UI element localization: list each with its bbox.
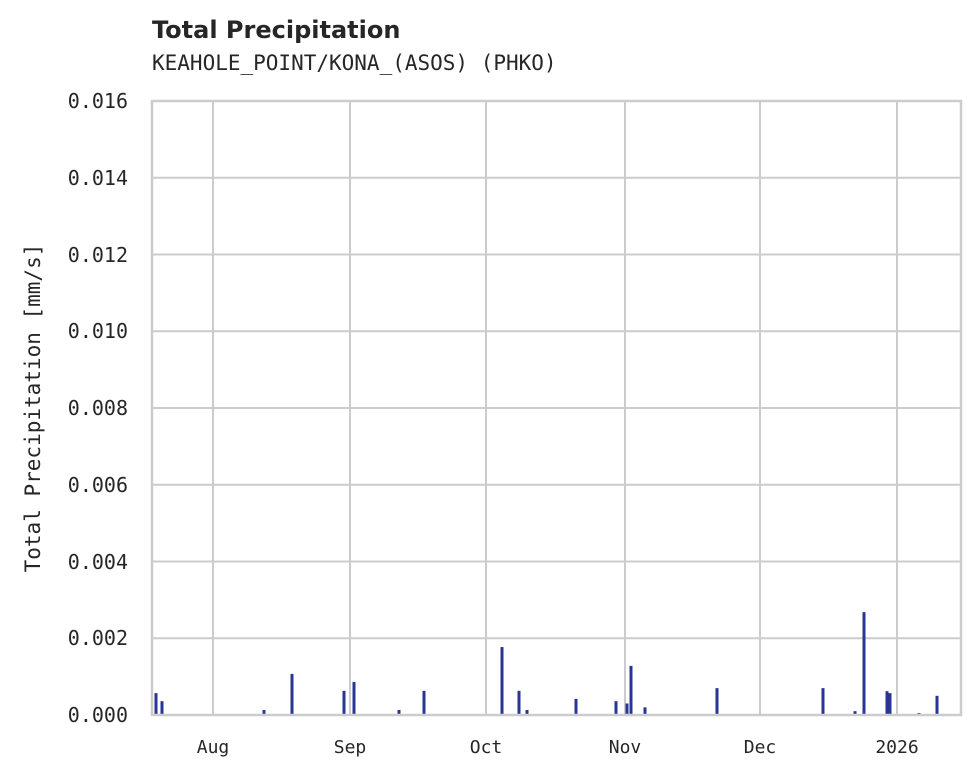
precip-bar bbox=[862, 612, 866, 715]
precip-bar bbox=[888, 693, 892, 715]
x-tick-label: Dec bbox=[743, 737, 777, 758]
precip-bar bbox=[352, 681, 356, 715]
precip-bar bbox=[935, 695, 939, 715]
y-tick-label: 0.014 bbox=[67, 165, 128, 190]
chart-subtitle: KEAHOLE_POINT/KONA_(ASOS) (PHKO) bbox=[152, 51, 557, 75]
precip-bar bbox=[422, 690, 426, 715]
precip-bar bbox=[160, 701, 164, 715]
precip-bar bbox=[885, 691, 889, 715]
precip-bar bbox=[821, 688, 825, 715]
x-tick-label: 2026 bbox=[875, 737, 919, 758]
precip-bar bbox=[154, 693, 158, 715]
precip-bar bbox=[574, 698, 578, 715]
precip-bar bbox=[643, 707, 647, 715]
precip-bar bbox=[500, 647, 504, 715]
x-tick-label: Sep bbox=[333, 737, 367, 758]
precip-bar bbox=[629, 665, 633, 715]
y-tick-label: 0.010 bbox=[67, 319, 128, 344]
precip-bar bbox=[525, 710, 529, 715]
y-tick-label: 0.004 bbox=[67, 549, 128, 574]
precip-bar bbox=[342, 690, 346, 715]
y-tick-label: 0.008 bbox=[67, 396, 128, 420]
x-tick-label: Oct bbox=[469, 737, 503, 758]
chart-title: Total Precipitation bbox=[152, 16, 401, 44]
x-tick-label: Nov bbox=[608, 737, 642, 758]
y-tick-label: 0.000 bbox=[67, 703, 128, 727]
precip-bar bbox=[397, 710, 401, 715]
precip-bar bbox=[853, 711, 857, 715]
precip-bar bbox=[614, 701, 618, 715]
precip-bar bbox=[625, 703, 629, 715]
y-tick-label: 0.012 bbox=[67, 242, 128, 267]
y-tick-label: 0.006 bbox=[67, 472, 128, 497]
precip-bar bbox=[262, 710, 266, 715]
precip-bar bbox=[290, 673, 294, 715]
precip-bar bbox=[517, 690, 521, 715]
y-tick-label: 0.002 bbox=[67, 626, 128, 651]
precip-bar bbox=[715, 688, 719, 715]
y-tick-label: 0.016 bbox=[67, 89, 128, 113]
x-tick-label: Aug bbox=[196, 737, 230, 758]
axes-frame bbox=[150, 99, 963, 717]
